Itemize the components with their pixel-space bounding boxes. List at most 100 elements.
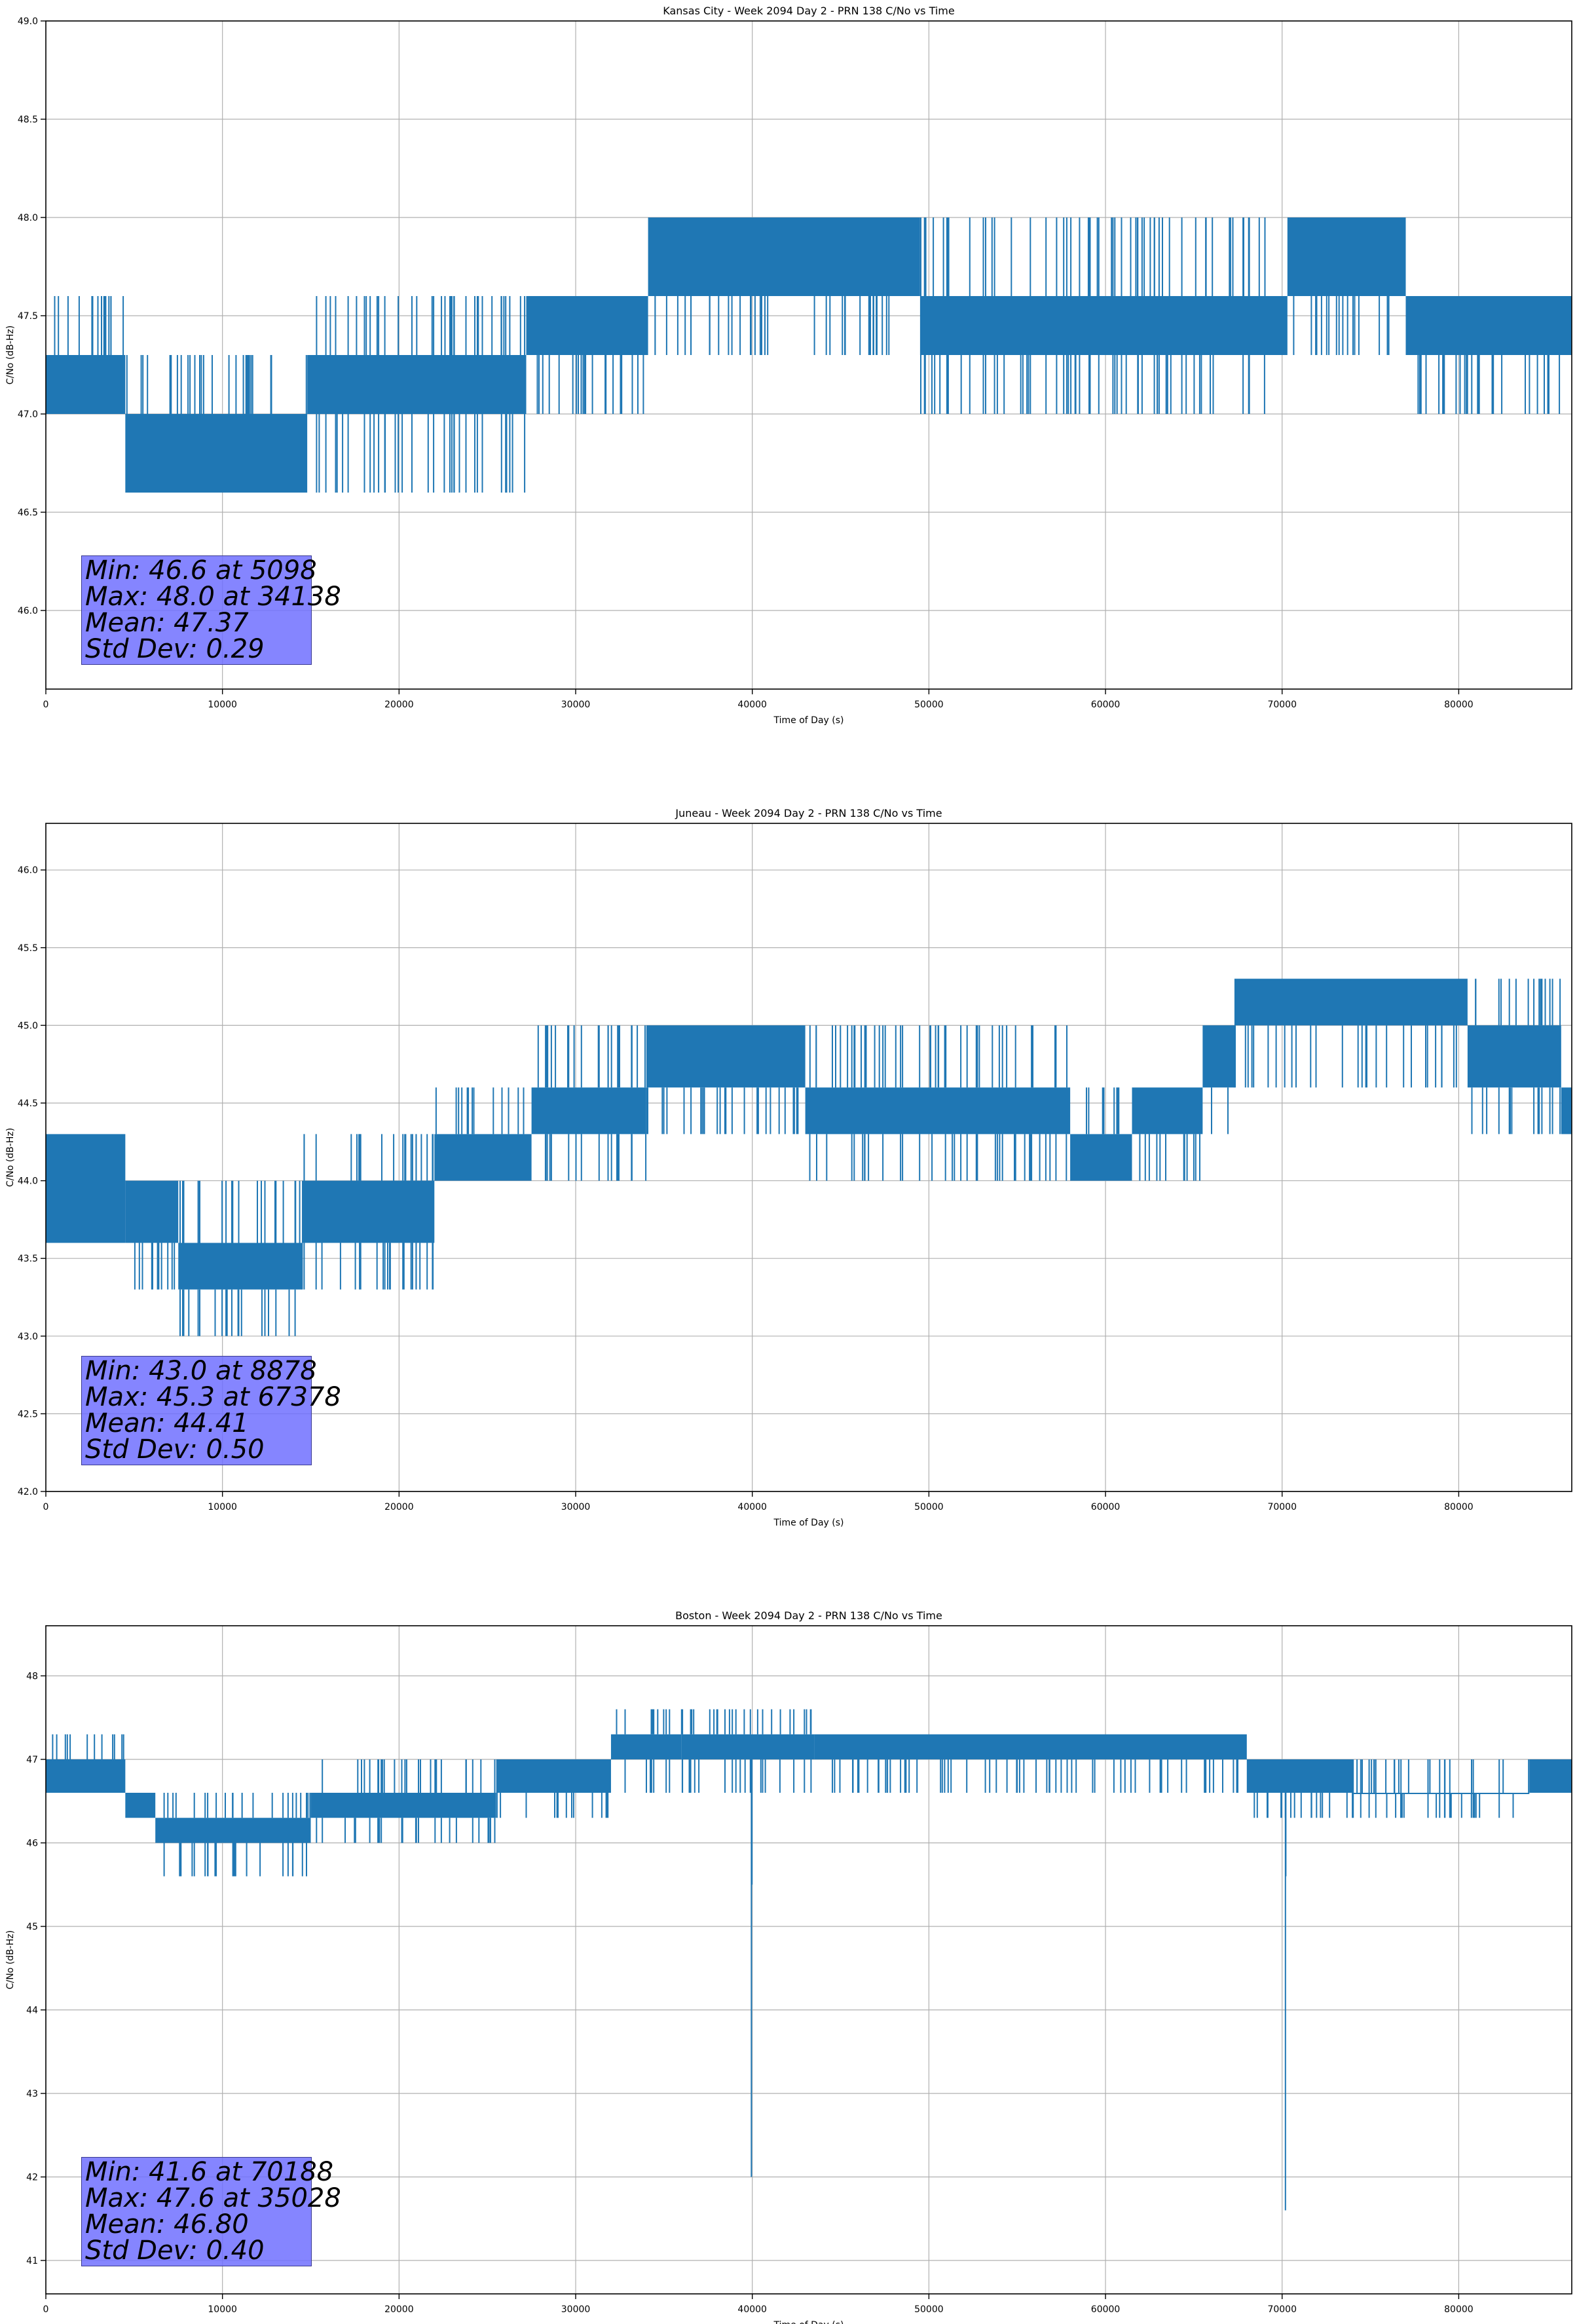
y-tick-label: 46.5 [18,508,38,518]
x-tick-label: 40000 [737,700,767,710]
x-tick-label: 60000 [1091,2304,1121,2315]
y-tick-label: 45 [26,1922,38,1932]
y-tick-label: 45.0 [18,1021,38,1031]
x-tick-label: 80000 [1444,2304,1474,2315]
data-band [1561,1087,1572,1134]
data-spikes [435,1087,525,1134]
data-spikes [920,217,1266,414]
x-tick-label: 80000 [1444,1502,1474,1512]
data-band [1352,1793,1530,1794]
x-tick-label: 40000 [737,2304,767,2315]
y-tick-label: 49.0 [18,16,38,27]
data-band [919,296,1288,355]
data-band [302,1180,435,1243]
stats-min: Min: 46.6 at 5098 [85,555,317,586]
stats-min: Min: 43.0 at 8878 [85,1356,317,1386]
y-tick-label: 43.5 [18,1254,38,1264]
data-band [307,355,527,414]
data-band [814,1734,1247,1759]
y-tick-label: 42 [26,2173,38,2183]
data-spikes [163,1793,311,1877]
stats-box-boston: Min: 41.6 at 70188 Max: 47.6 at 35028 Me… [81,2157,341,2266]
data-spikes [1139,1134,1200,1181]
data-spikes [1352,1759,1530,1818]
data-band [125,1793,156,1818]
y-tick-label: 41 [26,2256,38,2266]
y-tick-label: 46 [26,1839,38,1849]
data-spikes [1471,979,1561,1134]
data-spikes [809,1025,1067,1181]
y-tick-label: 44.0 [18,1176,38,1187]
y-tick-label: 44.5 [18,1098,38,1109]
stats-mean: Mean: 44.41 [85,1408,249,1438]
chart-panel-1: 0 10000 20000 30000 40000 50000 60000 70000 8000… [5,807,1572,1528]
y-tick-label: 47 [26,1755,38,1765]
data-band [1467,1025,1561,1088]
data-band [1202,1025,1234,1088]
x-tick-label: 50000 [914,2304,944,2315]
x-tick-label: 10000 [208,1502,237,1512]
stats-min: Min: 41.6 at 70188 [85,2157,334,2187]
x-tick-label: 30000 [561,700,591,710]
chart-panel-0: 0 10000 20000 30000 40000 50000 60000 70000 8000… [5,5,1572,726]
data-spikes [537,1025,647,1181]
data-band [1287,217,1406,296]
data-band [1234,979,1468,1026]
data-spikes [134,1243,176,1290]
data-band [155,1818,311,1843]
data-spikes [496,1793,609,1818]
x-tick-label: 60000 [1091,700,1121,710]
y-axis-label: C/No (dB-Hz) [5,326,16,384]
data-band [496,1759,611,1793]
x-tick-label: 70000 [1267,2304,1297,2315]
data-spikes [1086,1087,1120,1134]
stats-max: Max: 48.0 at 34138 [85,582,341,612]
stats-max: Max: 45.3 at 67378 [85,1382,341,1412]
data-band [1529,1759,1572,1793]
y-tick-label: 47.0 [18,409,38,420]
data-band [681,1734,815,1759]
x-tick-label: 70000 [1267,1502,1297,1512]
data-spikes [179,1180,301,1336]
chart-title: Juneau - Week 2094 Day 2 - PRN 138 C/No … [675,807,942,819]
data-band [46,1759,126,1793]
x-tick-label: 20000 [384,2304,414,2315]
data-spikes [126,355,307,414]
y-tick-label: 42.5 [18,1409,38,1419]
stats-mean: Mean: 47.37 [85,608,249,638]
data-band [46,1134,126,1243]
stats-std: Std Dev: 0.29 [85,634,265,664]
data-band [610,1734,682,1759]
y-tick-label: 43 [26,2089,38,2099]
y-tick-label: 42.0 [18,1487,38,1497]
chart-panel-2: 0 10000 20000 30000 40000 50000 60000 70000 8000… [5,1609,1572,2324]
data-band [526,296,648,355]
x-tick-label: 10000 [208,700,237,710]
x-tick-label: 0 [43,1502,49,1512]
axes-frame [45,20,1572,690]
data-band [434,1134,532,1181]
data-spikes [616,1709,682,1793]
data-spikes [316,296,526,493]
x-tick-label: 30000 [561,2304,591,2315]
x-axis-label: Time of Day (s) [773,715,844,726]
stats-box-kansas-city: Min: 46.6 at 5098 Max: 48.0 at 34138 Mea… [81,555,341,665]
data-spikes [654,296,890,355]
data-spikes [1234,1025,1457,1088]
data-spikes [646,1087,799,1134]
y-tick-label: 44 [26,2006,38,2016]
data-spikes [52,1734,124,1759]
data-band [1132,1087,1203,1134]
data-band [1246,1759,1353,1793]
data-spikes [681,1709,812,1793]
x-axis-label: Time of Day (s) [773,2320,844,2324]
data-band [125,414,308,493]
x-tick-label: 30000 [561,1502,591,1512]
data-spikes [54,296,124,355]
y-axis-label: C/No (dB-Hz) [5,1930,16,1989]
y-tick-label: 45.5 [18,943,38,954]
data-band [46,355,126,414]
x-axis-label: Time of Day (s) [773,1518,844,1528]
stats-max: Max: 47.6 at 35028 [85,2183,341,2213]
